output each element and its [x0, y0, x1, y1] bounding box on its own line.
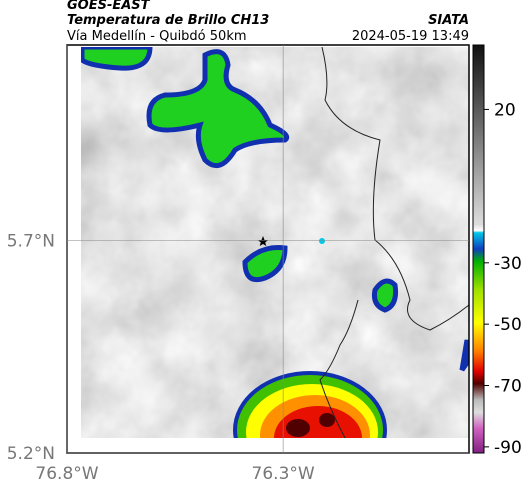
colorbar-tick-label: -90 [494, 438, 522, 458]
x-tick-label: 76.8°W [35, 464, 98, 484]
colorbar-tick-label: -50 [494, 315, 522, 335]
y-tick-label: 5.2°N [7, 444, 55, 464]
subtitle: Vía Medellín - Quibdó 50km [67, 29, 247, 44]
timestamp: 2024-05-19 13:49 [352, 29, 469, 44]
colorbar [472, 44, 485, 454]
colorbar-tick-label: 20 [494, 100, 516, 120]
brand: SIATA [428, 13, 469, 28]
title: Temperatura de Brillo CH13 [67, 13, 269, 28]
colorbar-tick-label: -30 [494, 254, 522, 274]
x-tick-label: 76.3°W [252, 464, 315, 484]
colorbar-tick-label: -70 [494, 377, 522, 397]
satellite-image [81, 47, 469, 438]
y-tick-label: 5.7°N [7, 232, 55, 252]
source: GOES-EAST [67, 0, 151, 13]
